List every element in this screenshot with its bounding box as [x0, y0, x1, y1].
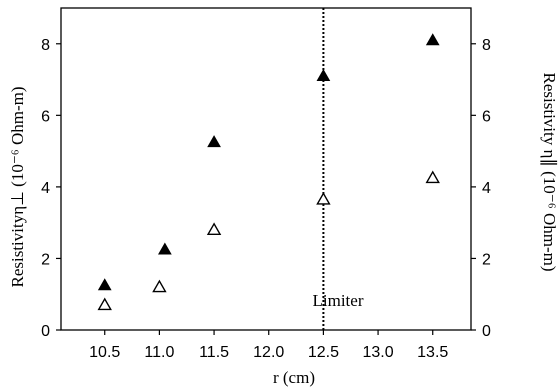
y-tick-label-left: 0 — [41, 323, 50, 340]
filled-triangle-point — [316, 68, 331, 81]
filled-triangle-point — [97, 278, 112, 291]
y-tick-label-right: 8 — [482, 37, 491, 54]
x-tick-label: 13.5 — [417, 344, 448, 361]
y-tick-label-left: 6 — [41, 108, 50, 125]
y-tick-label-left: 4 — [41, 180, 50, 197]
x-tick-label: 12.0 — [253, 344, 284, 361]
open-triangle-point — [316, 192, 331, 205]
filled-triangle-point — [207, 135, 221, 148]
y-tick-label-right: 2 — [482, 251, 491, 268]
y-tick-label-left: 2 — [41, 251, 50, 268]
data-points-group — [97, 33, 440, 311]
ticks-group — [56, 43, 476, 335]
plot-frame — [60, 7, 472, 331]
open-triangle-point — [425, 170, 440, 184]
open-triangle-point — [152, 279, 167, 293]
x-tick-label: 10.5 — [89, 344, 120, 361]
plot-frame-group — [60, 7, 472, 331]
x-axis-label: r (cm) — [273, 368, 315, 387]
filled-triangle-point — [158, 242, 172, 255]
y-axis-label-left: Resistivityη⊥ (10⁻⁶ Ohm-m) — [8, 86, 27, 287]
open-triangle-point — [206, 222, 222, 236]
x-tick-label: 13.0 — [362, 344, 393, 361]
y-tick-label-right: 0 — [482, 323, 491, 340]
y-tick-label-right: 6 — [482, 108, 491, 125]
y-tick-label-right: 4 — [482, 180, 491, 197]
x-tick-label: 12.5 — [308, 344, 339, 361]
x-tick-label: 11.5 — [199, 344, 229, 361]
x-tick-label: 11.0 — [144, 344, 174, 361]
open-triangle-point — [97, 297, 112, 311]
y-tick-label-left: 8 — [41, 37, 50, 54]
limiter-label: Limiter — [313, 291, 364, 310]
tick-labels-group: 10.5 11.0 11.5 12.0 12.5 13.0 13.5 0 0 2 2 4 4 6 6 8 8 — [41, 37, 491, 361]
y-axis-label-right: Resistivity η∥ (10⁻⁶ Ohm-m) — [540, 73, 559, 272]
filled-triangle-point — [425, 33, 440, 46]
